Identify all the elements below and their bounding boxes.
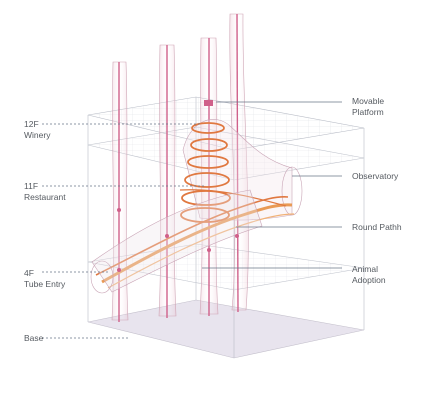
label-tube-entry-name: Tube Entry: [24, 278, 66, 289]
base-slab: [87, 299, 365, 359]
label-observatory-text: Observatory: [352, 171, 399, 181]
label-restaurant-name: Restaurant: [24, 191, 66, 202]
leader-lines: [42, 101, 342, 339]
label-animal-adoption: Animal Adoption: [352, 264, 386, 285]
label-movable-platform-line2: Platform: [352, 106, 384, 117]
round-path-ramp: [95, 189, 295, 289]
label-restaurant-floor: 11F: [24, 181, 39, 191]
label-animal-adoption-line2: Adoption: [352, 274, 386, 285]
connection-nodes: [117, 208, 239, 272]
entry-tube: [90, 189, 263, 294]
column-4: [229, 13, 249, 313]
movable-platform: [204, 100, 213, 106]
spiral-path: [180, 122, 231, 223]
label-winery-name: Winery: [24, 129, 51, 140]
observatory-tube: [182, 119, 303, 221]
label-winery-floor: 12F: [24, 119, 39, 129]
label-round-path-text: Round Pathh: [352, 222, 402, 232]
label-tube-entry-floor: 4F: [24, 268, 34, 278]
label-tube-entry: 4F Tube Entry: [24, 268, 65, 289]
column-2: [158, 44, 177, 318]
label-movable-platform-line1: Movable: [352, 96, 385, 106]
label-base-name: Base: [24, 333, 44, 343]
column-1: [111, 61, 129, 322]
label-round-path: Round Pathh: [352, 222, 402, 233]
label-restaurant: 11F Restaurant: [24, 181, 66, 202]
label-winery: 12F Winery: [24, 119, 50, 140]
label-base: Base: [24, 333, 43, 344]
label-observatory: Observatory: [352, 171, 398, 182]
label-movable-platform: Movable Platform: [352, 96, 384, 117]
label-animal-adoption-line1: Animal: [352, 264, 378, 274]
